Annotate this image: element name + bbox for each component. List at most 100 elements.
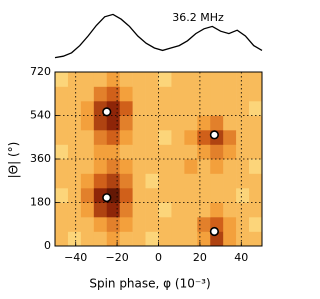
heat-cell [171, 86, 185, 102]
heat-cell [55, 101, 69, 116]
heat-cell [145, 173, 159, 189]
heat-cell [119, 144, 133, 160]
heat-cell [80, 130, 95, 145]
heat-cell [119, 130, 133, 145]
heat-cell [210, 86, 224, 102]
x-tick-label: 0 [155, 251, 162, 264]
heat-cell [145, 159, 159, 174]
heat-cell [171, 101, 185, 116]
heat-cell [93, 72, 108, 87]
heat-cell [197, 86, 211, 102]
heat-cell [223, 115, 237, 131]
heat-cell [223, 86, 237, 102]
heat-cell [80, 173, 95, 189]
y-tick-label: 0 [44, 239, 51, 252]
heat-cell [145, 144, 159, 160]
heat-cell [184, 72, 198, 87]
heat-cell [197, 130, 211, 145]
heat-cell [145, 72, 159, 87]
y-tick-label: 540 [30, 109, 51, 122]
heat-cell [132, 202, 146, 218]
heat-cell [145, 217, 159, 232]
heat-cell [223, 231, 237, 247]
heat-cell [158, 202, 172, 218]
heat-cell [223, 159, 237, 174]
heat-cell [67, 86, 82, 102]
heat-cell [119, 217, 133, 232]
heat-cell [236, 72, 250, 87]
heat-cell [80, 188, 95, 203]
heat-cell [80, 159, 95, 174]
heat-cell [197, 115, 211, 131]
heat-cell [171, 217, 185, 232]
heat-cell [67, 72, 82, 87]
y-tick-label: 720 [30, 65, 51, 78]
y-axis-label: |Θ| (°) [7, 142, 21, 179]
x-tick-label: 40 [234, 251, 248, 264]
heat-cell [171, 188, 185, 203]
heat-cell [132, 159, 146, 174]
heat-cell [158, 86, 172, 102]
heat-cell [106, 217, 120, 232]
heat-cell [119, 72, 133, 87]
heat-cell [132, 72, 146, 87]
heat-cell [55, 173, 69, 189]
heat-cell [171, 231, 185, 247]
heat-cell [249, 72, 263, 87]
heat-cell [145, 115, 159, 131]
heat-cell [249, 173, 263, 189]
marker [209, 226, 219, 237]
heat-cell [171, 115, 185, 131]
heat-cell [171, 202, 185, 218]
heat-cell [236, 202, 250, 218]
heat-cell [119, 101, 133, 116]
heat-cell [210, 159, 224, 174]
heat-cell [184, 217, 198, 232]
heat-cell [158, 144, 172, 160]
heat-cell [171, 130, 185, 145]
heat-cell [93, 202, 108, 218]
heat-cell [106, 115, 120, 131]
heat-cell [184, 202, 198, 218]
heat-cell [132, 115, 146, 131]
heat-cell [236, 115, 250, 131]
heat-cell [67, 188, 82, 203]
heat-cell [210, 144, 224, 160]
heat-cell [210, 202, 224, 218]
heat-cell [80, 101, 95, 116]
heat-cell [55, 188, 69, 203]
heat-cell [145, 86, 159, 102]
heat-cell [236, 159, 250, 174]
heat-cell [106, 159, 120, 174]
heat-cell [93, 130, 108, 145]
heat-cell [55, 72, 69, 87]
heat-cell [249, 202, 263, 218]
heat-cell [210, 101, 224, 116]
y-tick-label: 360 [30, 152, 51, 165]
heat-cell [210, 115, 224, 131]
heat-cell [132, 217, 146, 232]
heat-cell [158, 217, 172, 232]
heat-cell [145, 202, 159, 218]
heat-cell [132, 188, 146, 203]
y-tick-label: 180 [30, 196, 51, 209]
heat-cell [132, 231, 146, 247]
heat-cell [184, 231, 198, 247]
heat-cell [210, 72, 224, 87]
profile-line [54, 13, 263, 59]
marker [102, 107, 112, 117]
heat-cell [132, 130, 146, 145]
heat-cell [67, 231, 82, 247]
heat-cell [236, 130, 250, 145]
heat-cell [158, 173, 172, 189]
heat-cell [55, 217, 69, 232]
heat-cell [119, 86, 133, 102]
heat-cell [67, 217, 82, 232]
heat-cell [249, 101, 263, 116]
heat-cell [197, 101, 211, 116]
heat-cell [106, 144, 120, 160]
heat-cell [119, 115, 133, 131]
heat-cell [197, 202, 211, 218]
heat-cell [67, 115, 82, 131]
heat-cell [145, 101, 159, 116]
